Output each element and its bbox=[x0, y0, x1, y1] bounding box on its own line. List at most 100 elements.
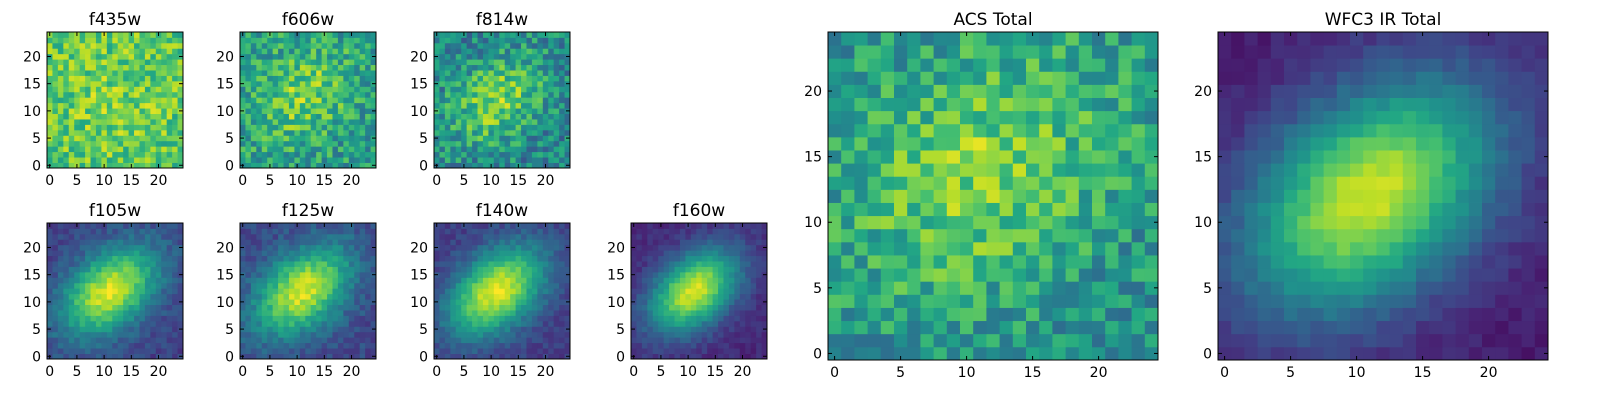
heatmap-cell bbox=[101, 326, 108, 333]
heatmap-cell bbox=[482, 353, 489, 360]
heatmap-cell bbox=[150, 32, 157, 38]
heatmap-cell bbox=[641, 223, 648, 229]
heatmap-cell bbox=[332, 80, 339, 87]
heatmap-cell bbox=[641, 342, 648, 349]
heatmap-cell bbox=[461, 42, 468, 49]
heatmap-cell bbox=[690, 348, 697, 354]
heatmap-cell bbox=[240, 75, 246, 82]
heatmap-cell bbox=[564, 331, 571, 338]
heatmap-cell bbox=[278, 255, 284, 262]
heatmap-cell bbox=[564, 233, 571, 240]
heatmap-cell bbox=[283, 271, 290, 278]
heatmap-cell bbox=[155, 53, 162, 60]
heatmap-cell bbox=[47, 261, 53, 267]
heatmap-cell bbox=[537, 102, 544, 109]
heatmap-cell bbox=[134, 102, 140, 109]
heatmap-cell bbox=[499, 124, 506, 131]
heatmap-cell bbox=[1144, 189, 1159, 203]
heatmap-cell bbox=[444, 162, 451, 169]
heatmap-cell bbox=[658, 261, 665, 267]
heatmap-cell bbox=[434, 59, 440, 66]
heatmap-cell bbox=[477, 304, 484, 311]
heatmap-cell bbox=[245, 162, 252, 169]
heatmap-cell bbox=[482, 80, 489, 87]
heatmap-cell bbox=[531, 271, 538, 278]
heatmap-cell bbox=[337, 86, 344, 93]
heatmap-cell bbox=[261, 108, 268, 114]
heatmap-cell bbox=[272, 102, 279, 109]
heatmap-cell bbox=[466, 64, 473, 71]
heatmap-cell bbox=[128, 299, 135, 305]
heatmap-cell bbox=[515, 239, 522, 246]
heatmap-cell bbox=[95, 282, 102, 289]
heatmap-cell bbox=[537, 32, 544, 38]
heatmap-cell bbox=[161, 108, 168, 114]
heatmap-cell bbox=[734, 271, 741, 278]
heatmap-cell bbox=[299, 80, 306, 87]
heatmap-cell bbox=[466, 255, 473, 262]
heatmap-cell bbox=[493, 239, 500, 246]
heatmap-cell bbox=[354, 113, 361, 120]
heatmap-cell bbox=[461, 266, 468, 273]
heatmap-cell bbox=[488, 342, 495, 349]
heatmap-cell bbox=[647, 348, 654, 354]
heatmap-cell bbox=[359, 102, 366, 109]
heatmap-cell bbox=[150, 239, 157, 246]
heatmap-cell bbox=[134, 70, 140, 76]
heatmap-cell bbox=[272, 282, 279, 289]
heatmap-cell bbox=[150, 108, 157, 114]
heatmap-cell bbox=[305, 124, 312, 131]
heatmap-cell bbox=[172, 331, 178, 338]
heatmap-cell bbox=[559, 320, 565, 327]
heatmap-cell bbox=[144, 304, 151, 311]
heatmap-cell bbox=[647, 293, 654, 300]
heatmap-cell bbox=[631, 233, 637, 240]
heatmap-cell bbox=[756, 223, 762, 229]
heatmap-cell bbox=[177, 119, 184, 125]
heatmap-cell bbox=[841, 268, 855, 282]
heatmap-cell bbox=[1118, 320, 1132, 335]
heatmap-cell bbox=[52, 255, 59, 262]
heatmap-cell bbox=[123, 146, 129, 153]
heatmap-cell bbox=[920, 150, 934, 164]
heatmap-cell bbox=[74, 97, 81, 104]
heatmap-cell bbox=[482, 320, 489, 327]
heatmap-cell bbox=[288, 348, 295, 354]
heatmap-cell bbox=[718, 342, 724, 349]
heatmap-cell bbox=[439, 151, 446, 158]
heatmap-cell bbox=[867, 228, 882, 243]
heatmap-cell bbox=[128, 250, 135, 257]
heatmap-cell bbox=[461, 326, 468, 333]
heatmap-cell bbox=[57, 162, 64, 169]
heatmap-cell bbox=[101, 124, 108, 131]
heatmap-cell bbox=[288, 102, 295, 109]
heatmap-cell bbox=[123, 266, 129, 273]
heatmap-cell bbox=[343, 119, 350, 125]
heatmap-cell bbox=[288, 140, 295, 147]
heatmap-cell bbox=[531, 288, 538, 295]
heatmap-cell bbox=[278, 277, 284, 284]
heatmap-cell bbox=[294, 48, 301, 55]
heatmap-cell bbox=[1144, 333, 1159, 348]
heatmap-cell bbox=[658, 304, 665, 311]
heatmap-cell bbox=[123, 151, 129, 158]
heatmap-cell bbox=[531, 97, 538, 104]
heatmap-cell bbox=[354, 255, 361, 262]
heatmap-cell bbox=[1039, 333, 1053, 348]
heatmap-cell bbox=[444, 91, 451, 98]
heatmap-cell bbox=[256, 80, 263, 87]
heatmap-cell bbox=[521, 86, 527, 93]
heatmap-cell bbox=[548, 97, 555, 104]
heatmap-cell bbox=[52, 271, 59, 278]
heatmap-cell bbox=[986, 176, 1000, 190]
heatmap-cell bbox=[488, 124, 495, 131]
heatmap-cell bbox=[548, 223, 555, 229]
heatmap-cell bbox=[739, 326, 746, 333]
heatmap-cell bbox=[305, 326, 312, 333]
heatmap-cell bbox=[365, 124, 371, 131]
heatmap-cell bbox=[466, 37, 473, 44]
heatmap-cell bbox=[299, 151, 306, 158]
heatmap-cell bbox=[283, 42, 290, 49]
heatmap-cell bbox=[294, 250, 301, 257]
heatmap-cell bbox=[299, 70, 306, 76]
